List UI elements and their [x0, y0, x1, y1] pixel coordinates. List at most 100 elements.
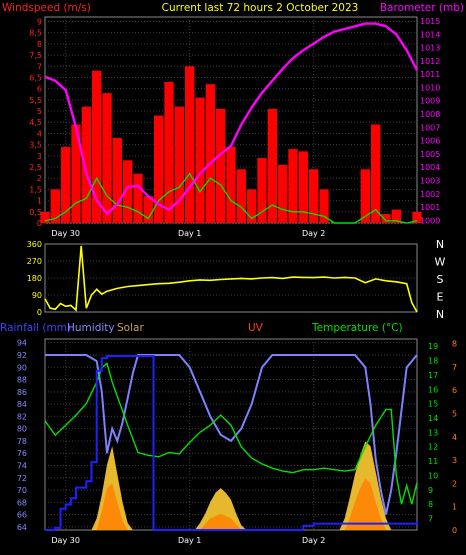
wind-gust-bar	[185, 66, 195, 224]
wind-gust-bar	[371, 124, 381, 223]
barometer-tick: 1007	[420, 123, 440, 132]
windspeed-tick: 6	[37, 85, 42, 94]
humidity-tick: 94	[17, 339, 27, 348]
humidity-tick: 66	[17, 511, 27, 520]
wind-x-tick: Day 30	[51, 229, 80, 238]
humidity-tick: 82	[17, 412, 27, 421]
compass-label: N	[436, 238, 444, 251]
barometer-tick-labels: 1000 1001 1002 1003 1004 1005 1006 1007 1008 1009…	[420, 17, 440, 225]
wind-gust-bar	[391, 209, 401, 223]
humidity-tick: 68	[17, 498, 27, 507]
wind-gust-bar	[288, 149, 298, 223]
uv-tick: 5	[452, 410, 457, 419]
wind-gust-bar	[123, 160, 133, 223]
barometer-tick: 1010	[420, 83, 440, 92]
legend-temperature: Temperature (°C)	[311, 322, 403, 334]
uv-tick: 0	[452, 526, 457, 535]
barometer-line	[44, 22, 419, 216]
direction-tick: 0	[37, 308, 42, 317]
humidity-tick: 80	[17, 425, 27, 434]
barometer-tick: 1015	[420, 17, 440, 26]
temperature-tick: 12	[428, 443, 438, 452]
direction-degree-labels: 0 90 180 270 360	[27, 240, 42, 317]
temperature-tick: 15	[428, 400, 438, 409]
wind-gust-bar	[61, 146, 71, 223]
windspeed-tick: 7	[37, 62, 42, 71]
wind-x-tick-labels: Day 30 Day 1 Day 2	[51, 229, 325, 238]
barometer-tick: 1014	[420, 30, 440, 39]
windspeed-tick: 4,5	[29, 118, 42, 127]
humidity-tick: 70	[17, 486, 27, 495]
wind-gust-bar	[247, 189, 257, 223]
compass-label: E	[437, 291, 444, 304]
direction-tick: 360	[27, 240, 42, 249]
humidity-tick-labels: 64 66 68 70 72 74 76 78 80 82 84 86 88 90 92 94	[17, 339, 27, 532]
legend-humidity: Humidity	[67, 322, 115, 334]
wind-gust-bar	[71, 124, 81, 223]
windspeed-axis-label: Windspeed (m/s)	[2, 2, 91, 14]
wind-gust-bar	[154, 115, 164, 223]
temperature-tick: 10	[428, 471, 438, 480]
windspeed-tick: 0	[37, 219, 42, 228]
barometer-tick: 1006	[420, 137, 440, 146]
wind-gust-bar	[195, 97, 205, 223]
uv-area	[45, 478, 417, 530]
barometer-tick: 1009	[420, 97, 440, 106]
uv-tick: 7	[452, 363, 457, 372]
humidity-tick: 88	[17, 376, 27, 385]
barometer-tick: 1002	[420, 190, 440, 199]
wind-gust-bar	[216, 108, 226, 223]
uv-tick-labels: 0 1 2 3 4 5 6 7 8	[452, 340, 457, 535]
barometer-tick: 1008	[420, 110, 440, 119]
wind-gust-bar	[102, 93, 112, 223]
compass-label: W	[435, 256, 446, 269]
windspeed-tick: 2	[37, 174, 42, 183]
uv-tick: 6	[452, 386, 457, 395]
windspeed-tick: 4	[37, 129, 42, 138]
temperature-tick: 13	[428, 428, 438, 437]
windspeed-tick: 7,5	[29, 51, 42, 60]
wind-average-line	[44, 172, 418, 224]
wind-gust-bar	[50, 189, 60, 223]
temperature-tick: 7	[428, 515, 433, 524]
humidity-tick: 64	[17, 523, 27, 532]
temperature-tick: 14	[428, 414, 438, 423]
compass-label: S	[437, 273, 444, 286]
wind-gust-bar	[298, 151, 308, 223]
temperature-tick-labels: 7 8 9 10 11 12 13 14 15 16 17 18 19	[428, 342, 438, 523]
weather-x-tick-labels: Day 30 Day 1 Day 2	[51, 536, 325, 545]
windspeed-tick: 0,5	[29, 208, 42, 217]
humidity-tick: 74	[17, 462, 27, 471]
weather-x-tick: Day 2	[302, 536, 325, 545]
barometer-tick: 1001	[420, 203, 440, 212]
wind-gust-bar	[267, 108, 277, 223]
wind-x-tick: Day 2	[302, 229, 325, 238]
barometer-tick: 1012	[420, 57, 440, 66]
wind-x-tick: Day 1	[178, 229, 201, 238]
wind-gust-bar	[143, 196, 153, 223]
compass-label: N	[436, 308, 444, 321]
wind-gust-bar	[40, 211, 50, 223]
temperature-tick: 9	[428, 486, 433, 495]
uv-tick: 4	[452, 433, 457, 442]
barometer-tick: 1000	[420, 216, 440, 225]
temperature-tick: 17	[428, 371, 438, 380]
humidity-tick: 90	[17, 363, 27, 372]
wind-gust-bar	[112, 137, 122, 223]
wind-gust-bar	[236, 169, 246, 223]
weather-x-tick: Day 30	[51, 536, 80, 545]
wind-gust-bar	[278, 164, 288, 223]
humidity-tick: 92	[17, 351, 27, 360]
uv-tick: 2	[452, 479, 457, 488]
windspeed-tick: 9	[37, 17, 42, 26]
windspeed-tick: 3,5	[29, 141, 42, 150]
windspeed-tick: 8	[37, 40, 42, 49]
barometer-tick: 1013	[420, 44, 440, 53]
wind-gust-bar	[319, 189, 329, 223]
rainfall-line	[45, 355, 418, 531]
wind-gust-bar	[164, 81, 174, 223]
